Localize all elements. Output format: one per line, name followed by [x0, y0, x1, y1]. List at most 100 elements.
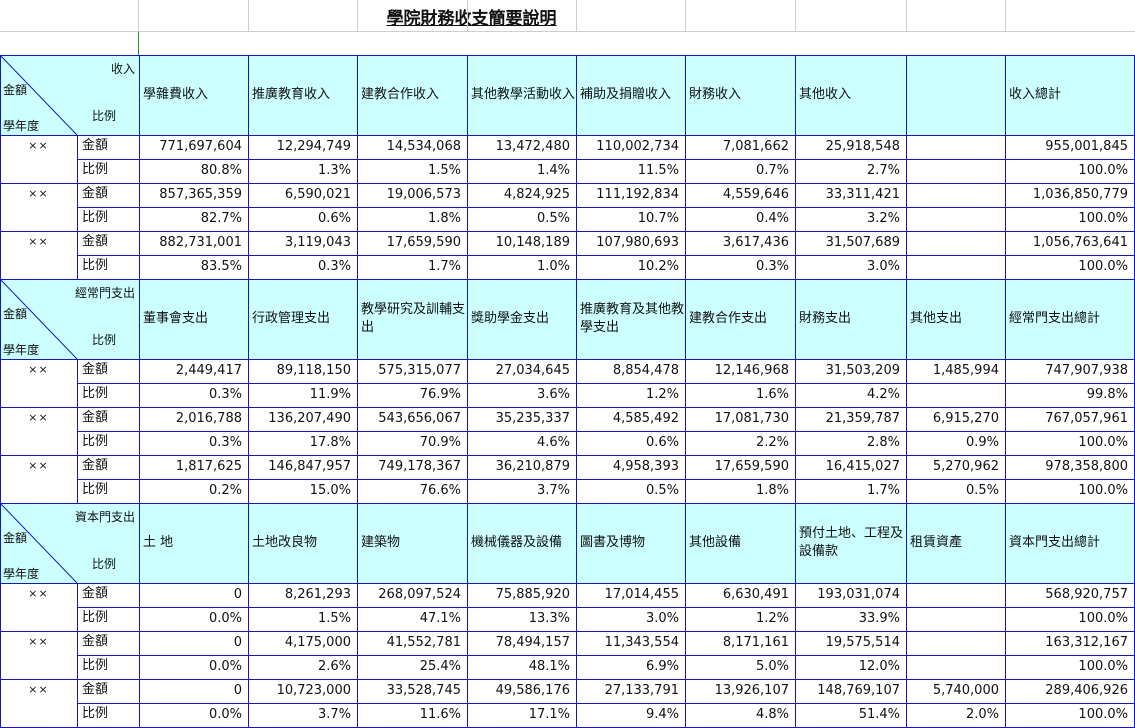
ratio-cell[interactable]: 0.4%: [755, 211, 789, 226]
ratio-cell[interactable]: 0.3%: [208, 435, 242, 450]
amount-cell[interactable]: 882,731,001: [159, 235, 242, 250]
ratio-cell[interactable]: 13.3%: [528, 611, 570, 626]
ratio-cell[interactable]: 2.8%: [866, 435, 900, 450]
amount-cell[interactable]: 146,847,957: [268, 459, 351, 474]
amount-cell[interactable]: 25,918,548: [825, 139, 900, 154]
ratio-cell[interactable]: 0.3%: [208, 387, 242, 402]
amount-cell[interactable]: 8,261,293: [284, 587, 351, 602]
amount-cell[interactable]: 857,365,359: [159, 187, 242, 202]
amount-cell[interactable]: 6,915,270: [932, 411, 999, 426]
amount-cell[interactable]: 1,036,850,779: [1032, 187, 1128, 202]
amount-cell[interactable]: 31,503,209: [825, 363, 900, 378]
ratio-cell[interactable]: 1.5%: [317, 611, 351, 626]
ratio-cell[interactable]: 1.5%: [427, 163, 461, 178]
amount-cell[interactable]: 978,358,800: [1045, 459, 1128, 474]
ratio-cell[interactable]: 1.3%: [317, 163, 351, 178]
amount-cell[interactable]: 111,192,834: [596, 187, 679, 202]
amount-cell[interactable]: 148,769,107: [817, 683, 900, 698]
amount-cell[interactable]: 5,270,962: [932, 459, 999, 474]
amount-cell[interactable]: 2,449,417: [175, 363, 242, 378]
amount-cell[interactable]: 4,824,925: [503, 187, 570, 202]
ratio-cell[interactable]: 100.0%: [1078, 435, 1128, 450]
amount-cell[interactable]: 136,207,490: [268, 411, 351, 426]
ratio-cell[interactable]: 0.3%: [317, 259, 351, 274]
ratio-cell[interactable]: 1.4%: [536, 163, 570, 178]
ratio-cell[interactable]: 2.6%: [317, 659, 351, 674]
ratio-cell[interactable]: 100.0%: [1078, 259, 1128, 274]
amount-cell[interactable]: 3,617,436: [722, 235, 789, 250]
amount-cell[interactable]: 12,294,749: [276, 139, 351, 154]
amount-cell[interactable]: 107,980,693: [596, 235, 679, 250]
ratio-cell[interactable]: 4.8%: [755, 707, 789, 722]
ratio-cell[interactable]: 80.8%: [200, 163, 242, 178]
amount-cell[interactable]: 575,315,077: [378, 363, 461, 378]
amount-cell[interactable]: 17,659,590: [714, 459, 789, 474]
ratio-cell[interactable]: [906, 257, 1005, 279]
ratio-cell[interactable]: 1.0%: [536, 259, 570, 274]
amount-cell[interactable]: 17,659,590: [386, 235, 461, 250]
amount-cell[interactable]: 6,630,491: [722, 587, 789, 602]
amount-cell[interactable]: 31,507,689: [825, 235, 900, 250]
amount-cell[interactable]: 75,885,920: [495, 587, 570, 602]
ratio-cell[interactable]: 10.7%: [637, 211, 679, 226]
ratio-cell[interactable]: 76.6%: [419, 483, 461, 498]
ratio-cell[interactable]: 10.2%: [637, 259, 679, 274]
ratio-cell[interactable]: 2.7%: [866, 163, 900, 178]
ratio-cell[interactable]: 0.7%: [755, 163, 789, 178]
amount-cell[interactable]: 955,001,845: [1045, 139, 1128, 154]
amount-cell[interactable]: 7,081,662: [722, 139, 789, 154]
ratio-cell[interactable]: 0.9%: [965, 435, 999, 450]
amount-cell[interactable]: 89,118,150: [276, 363, 351, 378]
amount-cell[interactable]: 749,178,367: [378, 459, 461, 474]
amount-cell[interactable]: 163,312,167: [1045, 635, 1128, 650]
amount-cell[interactable]: 36,210,879: [495, 459, 570, 474]
ratio-cell[interactable]: 17.8%: [309, 435, 351, 450]
amount-cell[interactable]: 289,406,926: [1045, 683, 1128, 698]
amount-cell[interactable]: 1,485,994: [932, 363, 999, 378]
amount-cell[interactable]: 543,656,067: [378, 411, 461, 426]
ratio-cell[interactable]: 100.0%: [1078, 163, 1128, 178]
amount-cell[interactable]: 27,133,791: [604, 683, 679, 698]
ratio-cell[interactable]: 83.5%: [200, 259, 242, 274]
amount-cell[interactable]: 771,697,604: [159, 139, 242, 154]
ratio-cell[interactable]: [906, 609, 1005, 631]
amount-cell[interactable]: 568,920,757: [1045, 587, 1128, 602]
amount-cell[interactable]: [906, 233, 1005, 255]
amount-cell[interactable]: 268,097,524: [378, 587, 461, 602]
ratio-cell[interactable]: 3.2%: [866, 211, 900, 226]
amount-cell[interactable]: 4,559,646: [722, 187, 789, 202]
ratio-cell[interactable]: 1.2%: [645, 387, 679, 402]
amount-cell[interactable]: 4,175,000: [284, 635, 351, 650]
amount-cell[interactable]: 78,494,157: [495, 635, 570, 650]
ratio-cell[interactable]: 9.4%: [645, 707, 679, 722]
ratio-cell[interactable]: 0.5%: [536, 211, 570, 226]
amount-cell[interactable]: 0: [233, 635, 242, 650]
amount-cell[interactable]: 11,343,554: [604, 635, 679, 650]
amount-cell[interactable]: [906, 137, 1005, 159]
amount-cell[interactable]: [906, 185, 1005, 207]
ratio-cell[interactable]: 11.9%: [309, 387, 351, 402]
amount-cell[interactable]: 8,854,478: [612, 363, 679, 378]
ratio-cell[interactable]: 47.1%: [419, 611, 461, 626]
ratio-cell[interactable]: 100.0%: [1078, 707, 1128, 722]
amount-cell[interactable]: 14,534,068: [386, 139, 461, 154]
ratio-cell[interactable]: 76.9%: [419, 387, 461, 402]
amount-cell[interactable]: 767,057,961: [1045, 411, 1128, 426]
ratio-cell[interactable]: 4.6%: [536, 435, 570, 450]
ratio-cell[interactable]: 0.2%: [208, 483, 242, 498]
ratio-cell[interactable]: 3.0%: [645, 611, 679, 626]
ratio-cell[interactable]: 1.2%: [755, 611, 789, 626]
ratio-cell[interactable]: 3.7%: [317, 707, 351, 722]
amount-cell[interactable]: 193,031,074: [817, 587, 900, 602]
amount-cell[interactable]: 13,472,480: [495, 139, 570, 154]
ratio-cell[interactable]: 0.6%: [645, 435, 679, 450]
ratio-cell[interactable]: 1.7%: [866, 483, 900, 498]
amount-cell[interactable]: 0: [233, 683, 242, 698]
ratio-cell[interactable]: 25.4%: [419, 659, 461, 674]
ratio-cell[interactable]: 2.2%: [755, 435, 789, 450]
amount-cell[interactable]: 6,590,021: [284, 187, 351, 202]
ratio-cell[interactable]: 0.6%: [317, 211, 351, 226]
ratio-cell[interactable]: 70.9%: [419, 435, 461, 450]
ratio-cell[interactable]: 100.0%: [1078, 211, 1128, 226]
amount-cell[interactable]: 5,740,000: [932, 683, 999, 698]
